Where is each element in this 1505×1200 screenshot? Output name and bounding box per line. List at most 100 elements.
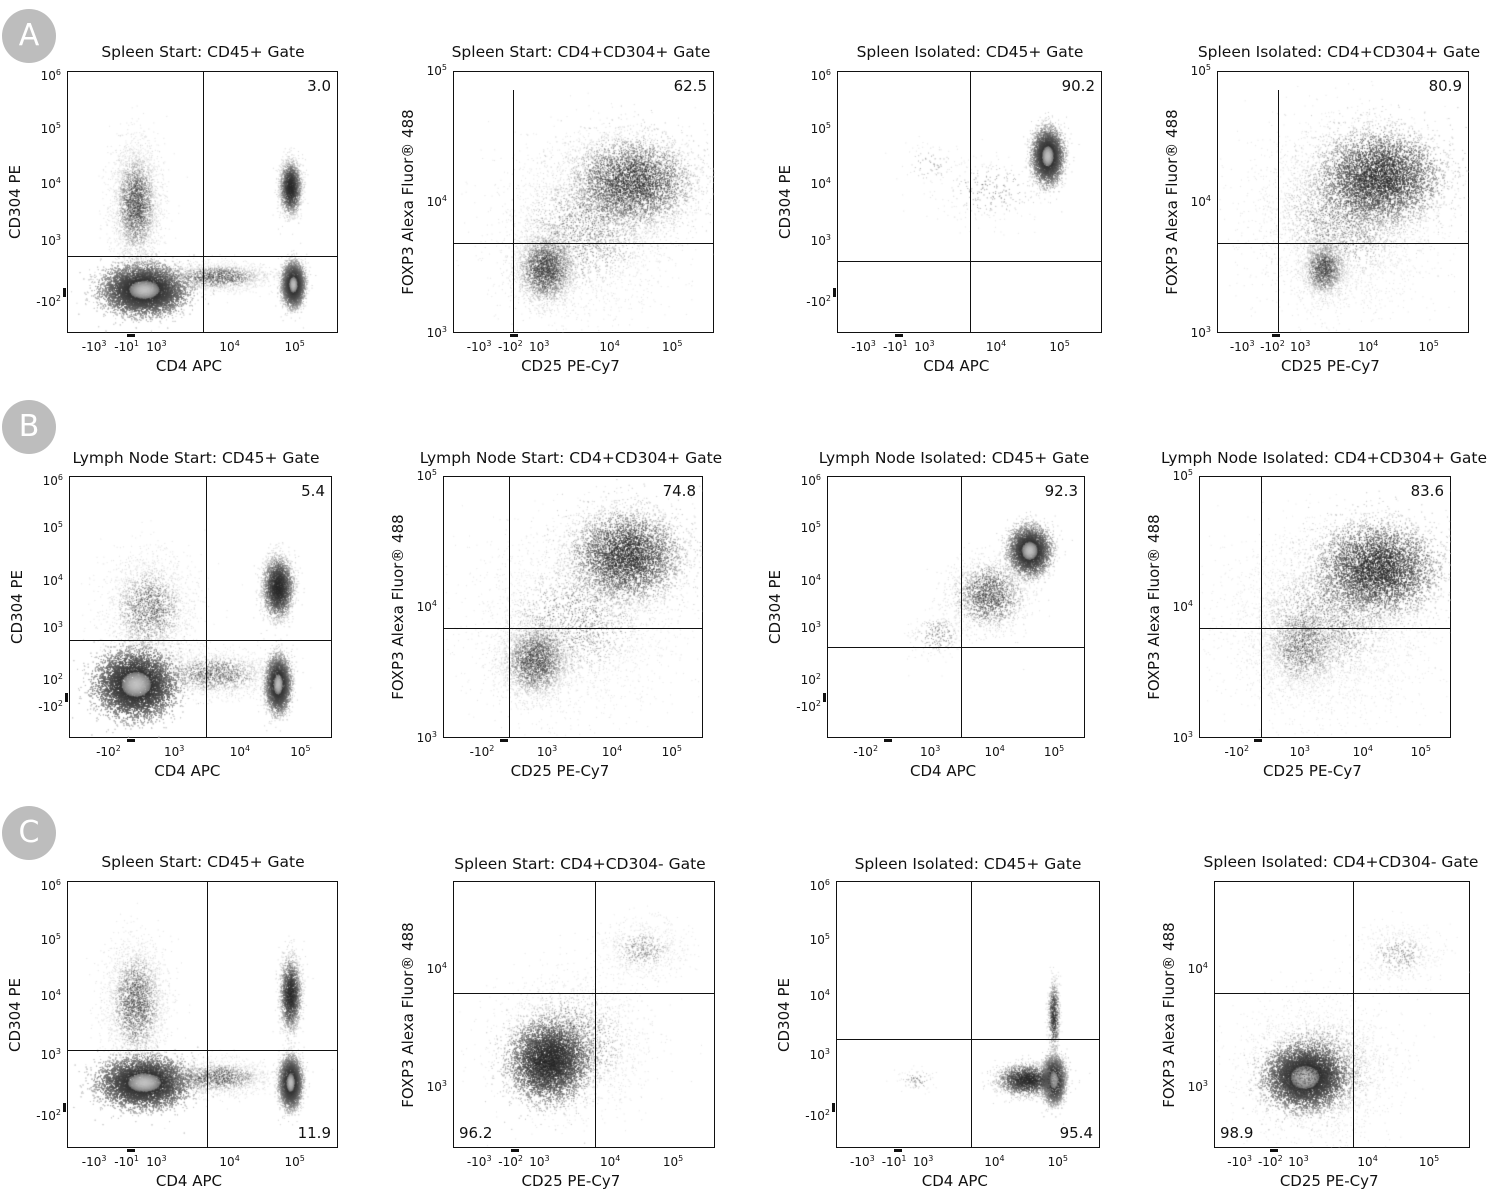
x-tick-label: 105 xyxy=(1418,339,1439,355)
y-tick-label: 103 xyxy=(40,233,61,249)
scatter-plot-area: 98.9 xyxy=(1214,881,1471,1149)
gate-percentage: 3.0 xyxy=(307,77,331,95)
panel-title: Lymph Node Isolated: CD45+ Gate xyxy=(818,449,1090,467)
y-tick-label: 104 xyxy=(40,987,61,1003)
y-tick-label: 106 xyxy=(809,878,830,894)
y-tick-label: 104 xyxy=(40,175,61,191)
gate-percentage: 62.5 xyxy=(673,77,707,95)
gate-line-horizontal xyxy=(454,993,714,995)
y-tick-label: 104 xyxy=(800,572,821,588)
x-tick-label: 103 xyxy=(146,1154,167,1170)
y-axis-label: CD304 PE xyxy=(8,570,26,644)
y-tick-label: 105 xyxy=(40,931,61,947)
panel-title: Spleen Isolated: CD45+ Gate xyxy=(854,855,1082,873)
x-tick-label: -102 xyxy=(1224,744,1250,760)
x-tick-label: 103 xyxy=(1288,1154,1309,1170)
x-tick-label: 104 xyxy=(219,1154,240,1170)
y-tick-label: 106 xyxy=(42,473,63,489)
y-tick-label: 104 xyxy=(426,194,447,210)
x-tick-label: 105 xyxy=(290,744,311,760)
y-axis-marker xyxy=(63,288,66,298)
x-tick-label: -101 xyxy=(114,339,139,355)
gate-line-horizontal xyxy=(837,1039,1099,1041)
y-tick-label: -102 xyxy=(38,698,63,714)
y-tick-label: 106 xyxy=(40,68,61,84)
y-tick-label: -102 xyxy=(796,698,821,714)
gate-percentage: 92.3 xyxy=(1044,482,1078,500)
gate-percentage: 96.2 xyxy=(459,1124,493,1142)
y-tick-label: 105 xyxy=(800,520,821,536)
x-axis-marker xyxy=(894,1149,903,1152)
x-tick-label: 105 xyxy=(284,339,305,355)
x-tick-label: -101 xyxy=(114,1154,139,1170)
x-tick-label: 105 xyxy=(1047,1154,1068,1170)
gate-line-horizontal xyxy=(68,256,337,258)
event-dots xyxy=(828,477,1086,739)
scatter-plot-area: 83.6 xyxy=(1199,476,1452,739)
x-tick-label: -102 xyxy=(469,744,495,760)
y-tick-label: 105 xyxy=(42,520,63,536)
y-tick-label: 103 xyxy=(40,1046,61,1062)
gate-line-vertical xyxy=(203,72,205,332)
x-axis-label: CD4 APC xyxy=(921,1172,988,1190)
x-axis-marker xyxy=(126,739,135,742)
x-tick-label: -103 xyxy=(466,339,492,355)
panel-title: Lymph Node Isolated: CD4+CD304+ Gate xyxy=(1161,449,1487,467)
x-tick-label: 105 xyxy=(1043,744,1065,760)
panel-title: Spleen Isolated: CD4+CD304+ Gate xyxy=(1197,43,1481,61)
event-dots xyxy=(1218,72,1470,334)
gate-percentage: 5.4 xyxy=(301,482,325,500)
x-tick-label: 103 xyxy=(1289,744,1310,760)
scatter-plot-area: 96.2 xyxy=(453,881,716,1149)
gate-line-horizontal xyxy=(454,243,713,245)
y-tick-label: 105 xyxy=(416,468,437,484)
x-axis-marker xyxy=(1272,334,1281,337)
x-axis-marker xyxy=(510,334,519,337)
gate-line-horizontal xyxy=(70,640,331,642)
x-tick-label: 104 xyxy=(984,744,1005,760)
x-tick-label: 104 xyxy=(599,339,620,355)
y-axis-label: FOXP3 Alexa Fluor® 488 xyxy=(389,514,407,700)
gate-percentage: 98.9 xyxy=(1220,1124,1254,1142)
event-dots xyxy=(444,477,704,739)
gate-line-vertical xyxy=(207,882,209,1147)
y-tick-label: 103 xyxy=(42,619,63,635)
x-tick-label: -101 xyxy=(881,1154,907,1170)
scatter-plot-area: 80.9 xyxy=(1217,71,1470,334)
y-tick-label: 105 xyxy=(809,931,830,947)
y-tick-label: 105 xyxy=(1172,468,1193,484)
gate-line-horizontal xyxy=(828,647,1084,649)
x-tick-label: 105 xyxy=(1049,339,1070,355)
panel-title: Spleen Start: CD4+CD304- Gate xyxy=(454,855,706,873)
x-axis-label: CD4 APC xyxy=(155,357,222,375)
x-axis-marker xyxy=(1270,1149,1279,1152)
scatter-plot-area: 5.4 xyxy=(69,476,333,739)
x-axis-label: CD25 PE-Cy7 xyxy=(521,357,620,375)
y-tick-label: 104 xyxy=(416,599,437,615)
x-tick-label: -103 xyxy=(851,339,876,355)
y-axis-label: FOXP3 Alexa Fluor® 488 xyxy=(399,921,417,1108)
x-axis-label: CD25 PE-Cy7 xyxy=(521,1172,621,1190)
y-axis-label: CD304 PE xyxy=(766,570,784,644)
y-tick-label: 104 xyxy=(426,961,447,977)
x-tick-label: -103 xyxy=(850,1154,875,1170)
x-tick-label: 105 xyxy=(662,1154,684,1170)
panel-title: Spleen Isolated: CD45+ Gate xyxy=(856,43,1084,61)
x-tick-label: 103 xyxy=(914,339,935,355)
x-tick-label: 103 xyxy=(536,744,558,760)
x-tick-label: 104 xyxy=(1357,1154,1378,1170)
y-tick-label: 103 xyxy=(416,730,437,746)
event-dots xyxy=(454,882,716,1149)
event-dots xyxy=(1215,882,1471,1149)
y-tick-label: -102 xyxy=(36,1107,61,1123)
x-axis-marker xyxy=(1254,739,1263,742)
x-tick-label: 103 xyxy=(146,339,167,355)
y-tick-label: 102 xyxy=(800,672,821,688)
scatter-plot-area: 95.4 xyxy=(836,881,1101,1149)
y-tick-label: 104 xyxy=(1187,961,1208,977)
x-tick-label: 105 xyxy=(1418,1154,1440,1170)
y-axis-label: CD304 PE xyxy=(6,165,24,239)
gate-line-vertical xyxy=(595,882,597,1147)
x-tick-label: -102 xyxy=(96,744,121,760)
y-tick-label: 105 xyxy=(40,120,61,136)
